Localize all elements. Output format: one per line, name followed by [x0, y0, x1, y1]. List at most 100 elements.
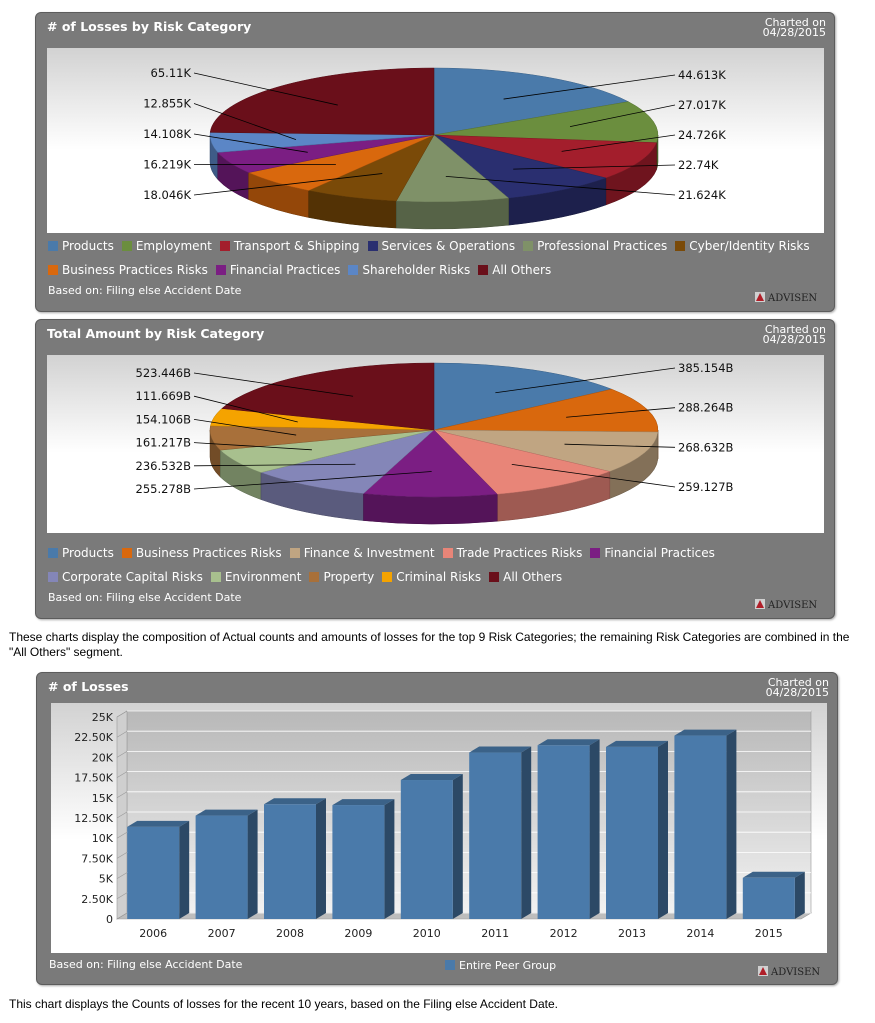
legend-swatch [48, 572, 58, 582]
bar-side [384, 799, 395, 919]
pie-slice[interactable] [433, 134, 607, 199]
gridline-side [116, 771, 128, 778]
pie-slice[interactable] [221, 362, 435, 431]
pie-slice[interactable] [433, 388, 659, 433]
based-on-note: Based on: Filing else Accident Date [48, 591, 242, 604]
pie-slice[interactable] [433, 429, 659, 472]
pie-legend: Products Business Practices Risks Finance … [48, 541, 723, 589]
y-tick-label: 2.50K [81, 893, 113, 906]
legend-label: Professional Practices [537, 239, 668, 253]
losses-by-year-bar-chart: 0 2.50K 5K 7.50K 10K 12.50K 15K 17.50K 20K 22.50K… [51, 703, 827, 953]
bar[interactable] [674, 735, 727, 919]
x-tick-label: 2012 [550, 927, 578, 940]
pie-data-label: 255.278B [136, 482, 192, 496]
legend-item[interactable]: Professional Practices [523, 234, 667, 258]
legend-item[interactable]: Financial Practices [215, 258, 341, 282]
pie-data-label: 21.624K [678, 188, 726, 202]
legend-row: Business Practices Risks Financial Practi… [48, 258, 818, 282]
pie-slice[interactable] [395, 134, 510, 203]
legend-label: Business Practices Risks [135, 546, 282, 560]
legend-swatch [445, 960, 455, 970]
pie-data-label: 14.108K [143, 127, 191, 141]
legend-label: Financial Practices [229, 263, 341, 277]
bar[interactable] [742, 877, 795, 919]
pie-leader-line [193, 442, 312, 451]
legend-item[interactable]: Corporate Capital Risks [48, 565, 203, 589]
legend-row: Corporate Capital Risks Environment Proper… [48, 565, 723, 589]
legend-item[interactable]: Business Practices Risks [121, 541, 282, 565]
logo-text: ADVISEN [767, 600, 817, 611]
pie-slice[interactable] [433, 429, 611, 495]
x-tick-label: 2010 [413, 927, 441, 940]
pie-leader-line [193, 133, 308, 153]
bar[interactable] [606, 746, 658, 919]
gridline-side [116, 811, 128, 819]
legend-item[interactable]: Property [309, 565, 374, 589]
bar-legend: Entire Peer Group [445, 959, 556, 972]
based-on-note: Based on: Filing else Accident Date [49, 958, 243, 971]
legend-swatch [48, 265, 58, 275]
pie-slice[interactable] [433, 362, 613, 431]
legend-item[interactable]: Products [48, 234, 114, 258]
panel-title: Total Amount by Risk Category [47, 326, 265, 341]
legend-item[interactable]: Financial Practices [590, 541, 715, 565]
bar-side [315, 798, 326, 919]
bar-top [674, 729, 737, 736]
bar[interactable] [127, 826, 180, 919]
legend-label: Trade Practices Risks [456, 546, 583, 560]
y-tick-label: 25K [92, 711, 114, 724]
legend-label: Corporate Capital Risks [62, 570, 203, 584]
legend-item[interactable]: Environment [210, 565, 301, 589]
bar-top [742, 871, 805, 878]
bar[interactable] [195, 815, 248, 919]
legend-item[interactable]: Trade Practices Risks [442, 541, 583, 565]
charted-label: Charted on [767, 676, 829, 689]
legend-item[interactable]: Entire Peer Group [445, 959, 556, 972]
pie-leader-line [569, 104, 676, 128]
pie-data-label: 154.106B [136, 412, 192, 426]
legend-label: Shareholder Risks [362, 263, 471, 277]
legend-item[interactable]: Services & Operations [367, 234, 515, 258]
legend-item[interactable]: Cyber/Identity Risks [675, 234, 810, 258]
bar-side [247, 809, 258, 919]
bar[interactable] [537, 745, 590, 919]
y-tick-label: 15K [92, 792, 114, 805]
legend-label: All Others [492, 263, 552, 277]
pie-data-label: 22.74K [678, 158, 719, 172]
legend-swatch [675, 241, 686, 251]
legend-swatch [590, 548, 601, 558]
pie-leader-line [193, 173, 383, 196]
legend-item[interactable]: All Others [489, 565, 562, 589]
bar[interactable] [469, 752, 522, 919]
legend-label: Transport & Shipping [233, 239, 360, 253]
bar[interactable] [264, 804, 316, 919]
legend-item[interactable]: Shareholder Risks [348, 258, 470, 282]
legend-label: Financial Practices [604, 546, 715, 560]
pie-slice[interactable] [433, 101, 659, 143]
pie-slice[interactable] [362, 429, 498, 498]
pie-legend: Products Employment Transport & Shipping Se… [48, 234, 818, 282]
bar[interactable] [400, 780, 453, 919]
y-tick-label: 22.50K [74, 731, 113, 744]
legend-item[interactable]: Employment [121, 234, 212, 258]
legend-item[interactable]: Criminal Risks [382, 565, 481, 589]
bar[interactable] [332, 805, 385, 919]
x-tick-label: 2007 [208, 927, 236, 940]
charted-label: Charted on [764, 323, 826, 336]
charted-date: Charted on 04/28/2015 [763, 323, 826, 345]
pie-data-label: 65.11K [151, 66, 192, 80]
legend-swatch [348, 265, 359, 275]
legend-label: Employment [135, 239, 212, 253]
pie-slice[interactable] [260, 429, 435, 494]
pie-slice[interactable] [433, 67, 630, 136]
pie-data-label: 385.154B [678, 361, 734, 375]
legend-item[interactable]: Transport & Shipping [219, 234, 360, 258]
bar-top [332, 799, 395, 806]
legend-item[interactable]: Finance & Investment [289, 541, 435, 565]
pie-data-label: 111.669B [136, 389, 192, 403]
legend-item[interactable]: All Others [478, 258, 551, 282]
legend-item[interactable]: Products [48, 541, 114, 565]
legend-swatch [523, 241, 534, 251]
pie-leader-line [566, 407, 676, 418]
legend-item[interactable]: Business Practices Risks [48, 258, 208, 282]
